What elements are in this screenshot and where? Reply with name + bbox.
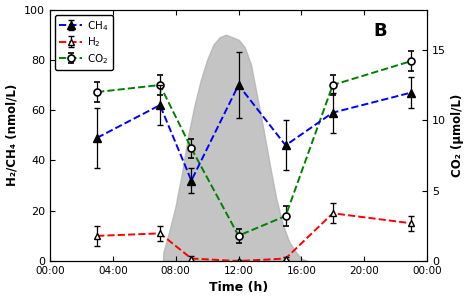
Y-axis label: CO₂ (μmol/L): CO₂ (μmol/L) bbox=[452, 94, 464, 177]
Text: B: B bbox=[373, 22, 387, 40]
X-axis label: Time (h): Time (h) bbox=[209, 281, 268, 294]
Legend: CH$_4$, H$_2$, CO$_2$: CH$_4$, H$_2$, CO$_2$ bbox=[55, 15, 113, 70]
Y-axis label: H₂/CH₄ (nmol/L): H₂/CH₄ (nmol/L) bbox=[6, 84, 18, 186]
